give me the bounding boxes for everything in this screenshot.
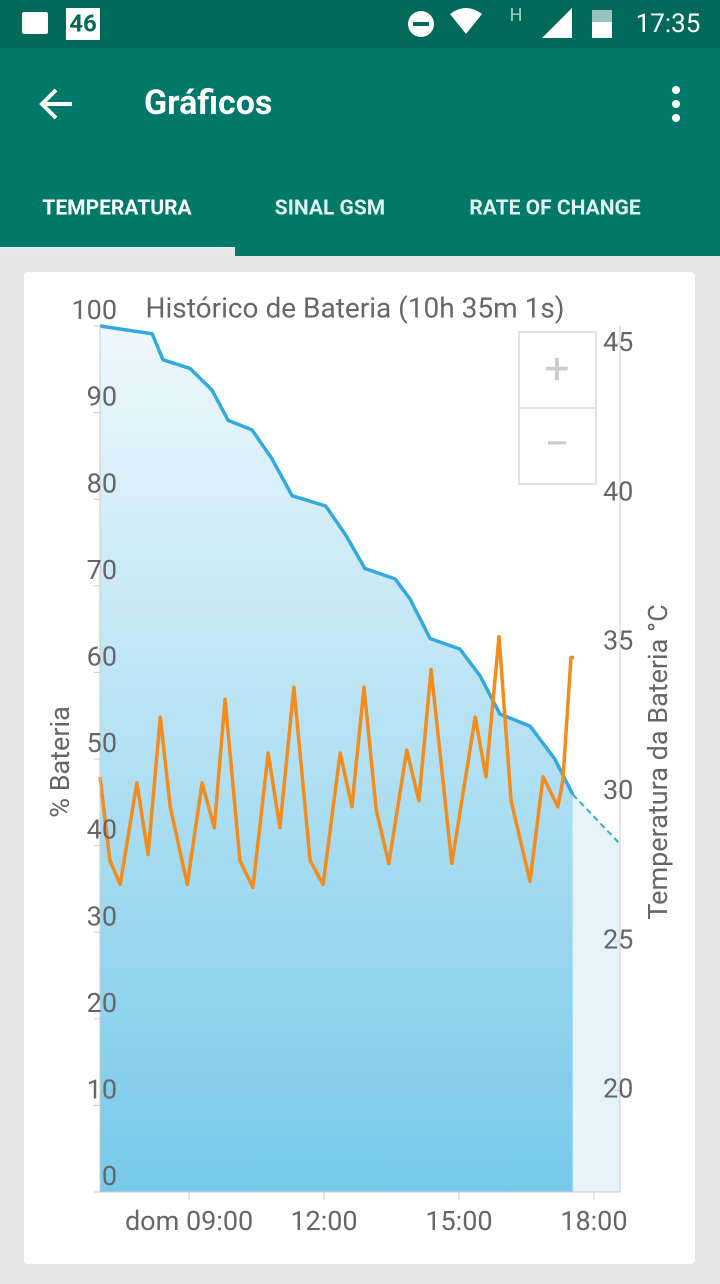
tab-indicator [0, 247, 235, 256]
zoom-in-label: + [545, 343, 570, 395]
zoom-controls: + − [518, 331, 597, 485]
menu-dot [672, 100, 680, 108]
y-tick-label: 70 [87, 554, 117, 586]
battery-level [592, 22, 612, 38]
zoom-out-label: − [544, 418, 569, 470]
menu-dot [672, 86, 680, 94]
app-bar [0, 48, 720, 256]
y-tick-label: 0 [102, 1160, 117, 1192]
y2-tick-label: 45 [603, 326, 633, 358]
zoom-out-button[interactable] [518, 407, 597, 485]
network-badge [66, 8, 100, 40]
chart: 0 10 20 30 40 50 60 70 80 90 100 20 25 30 35 40 45 dom 09… [71, 294, 633, 1237]
area [572, 794, 620, 1192]
signal-type: H [510, 5, 523, 26]
y-tick-label: 100 [71, 294, 117, 326]
y-tick-label: 80 [87, 467, 117, 499]
y-tick-label: 40 [87, 814, 117, 846]
y-tick-label: 60 [87, 641, 117, 673]
line [98, 634, 575, 890]
tab[interactable]: SINAL GSM [275, 197, 385, 221]
back-button[interactable] [39, 88, 72, 120]
signal-icon [542, 8, 572, 38]
y2-axis-label: Temperatura da Bateria °C [642, 604, 674, 919]
y2-tick-label: 20 [603, 1073, 633, 1105]
overflow-menu[interactable] [672, 86, 680, 122]
area [100, 326, 573, 1192]
y-tick-label: 10 [87, 1074, 117, 1106]
clock: 17:35 [636, 9, 701, 39]
y2-tick-label: 30 [603, 774, 633, 806]
x-tick-label: 15:00 [425, 1205, 492, 1237]
wifi-icon [450, 8, 482, 34]
x-tick-label: dom 09:00 [125, 1205, 253, 1237]
app-title: Gráficos [144, 83, 272, 123]
gallery-icon [22, 12, 48, 34]
y-axis-label: % Bateria [44, 706, 76, 818]
y2-tick-label: 35 [603, 625, 633, 657]
y-tick-label: 20 [87, 987, 117, 1019]
menu-dot [672, 114, 680, 122]
line [572, 793, 621, 845]
y-tick-label: 90 [87, 381, 117, 413]
tab[interactable]: TEMPERATURA [42, 197, 192, 221]
chart-title: Histórico de Bateria (10h 35m 1s) [145, 291, 564, 324]
dnd-bar [413, 22, 429, 26]
y-tick-label: 50 [87, 727, 117, 759]
y2-tick-label: 40 [603, 475, 633, 507]
y-tick-label: 30 [87, 900, 117, 932]
network-type: 46 [69, 9, 97, 37]
tab[interactable]: RATE OF CHANGE [469, 197, 641, 221]
x-tick-label: 12:00 [290, 1205, 357, 1237]
x-tick-label: 18:00 [560, 1205, 627, 1237]
y2-tick-label: 25 [603, 923, 633, 955]
